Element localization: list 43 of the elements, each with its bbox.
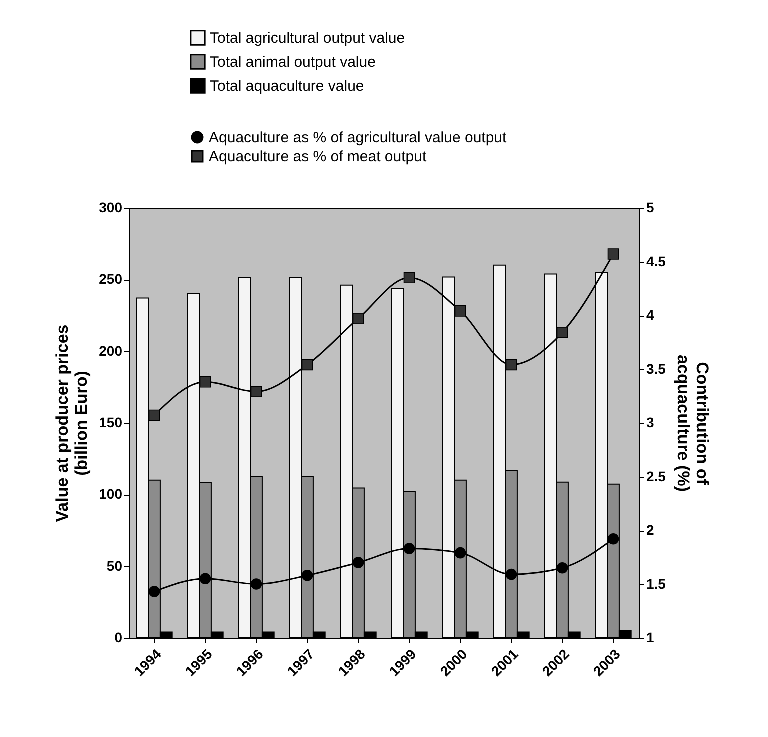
y-tick-label: 100 bbox=[99, 486, 123, 502]
point bbox=[200, 573, 212, 585]
point bbox=[250, 578, 262, 590]
point bbox=[250, 386, 262, 398]
legend-label: Aquaculture as % of meat output bbox=[209, 148, 428, 166]
y-tick-label: 0 bbox=[114, 630, 123, 646]
legend-label: Total agricultural output value bbox=[210, 30, 406, 47]
y2-tick-label: 2.5 bbox=[646, 468, 666, 484]
point bbox=[352, 313, 364, 324]
point bbox=[556, 327, 568, 338]
y2-axis-title: Contribution of acquaculture (%) bbox=[674, 355, 712, 492]
y-axis-title: Value at producer prices (billion Euro) bbox=[53, 324, 92, 522]
legend-label: Total aquaculture value bbox=[210, 78, 364, 95]
y2-tick-label: 5 bbox=[646, 200, 654, 216]
point bbox=[404, 543, 416, 554]
y-tick-label: 300 bbox=[99, 200, 123, 216]
y-tick-label: 150 bbox=[99, 414, 123, 430]
point bbox=[608, 248, 620, 260]
point bbox=[404, 272, 416, 284]
point bbox=[454, 547, 466, 559]
y2-tick-label: 2 bbox=[646, 522, 654, 538]
y2-tick-label: 3 bbox=[646, 414, 654, 430]
point bbox=[352, 557, 364, 568]
point bbox=[302, 570, 314, 582]
point bbox=[148, 410, 160, 422]
point bbox=[302, 359, 314, 371]
point bbox=[556, 562, 568, 574]
point bbox=[506, 359, 518, 371]
legend-label: Total animal output value bbox=[210, 54, 376, 71]
y2-tick-label: 4.5 bbox=[646, 253, 666, 270]
point bbox=[454, 306, 466, 317]
y2-tick-label: 4 bbox=[646, 307, 654, 323]
legend-label: Aquaculture as % of agricultural value output bbox=[209, 130, 508, 146]
y-tick-label: 200 bbox=[99, 342, 123, 359]
y2-tick-label: 3.5 bbox=[646, 360, 666, 377]
point bbox=[608, 533, 620, 545]
y-tick-label: 250 bbox=[99, 271, 123, 288]
y-tick-label: 50 bbox=[106, 558, 123, 574]
point bbox=[506, 568, 518, 580]
y2-tick-label: 1.5 bbox=[646, 576, 666, 592]
y2-tick-label: 1 bbox=[646, 630, 654, 646]
point bbox=[200, 376, 212, 388]
point bbox=[148, 586, 160, 598]
